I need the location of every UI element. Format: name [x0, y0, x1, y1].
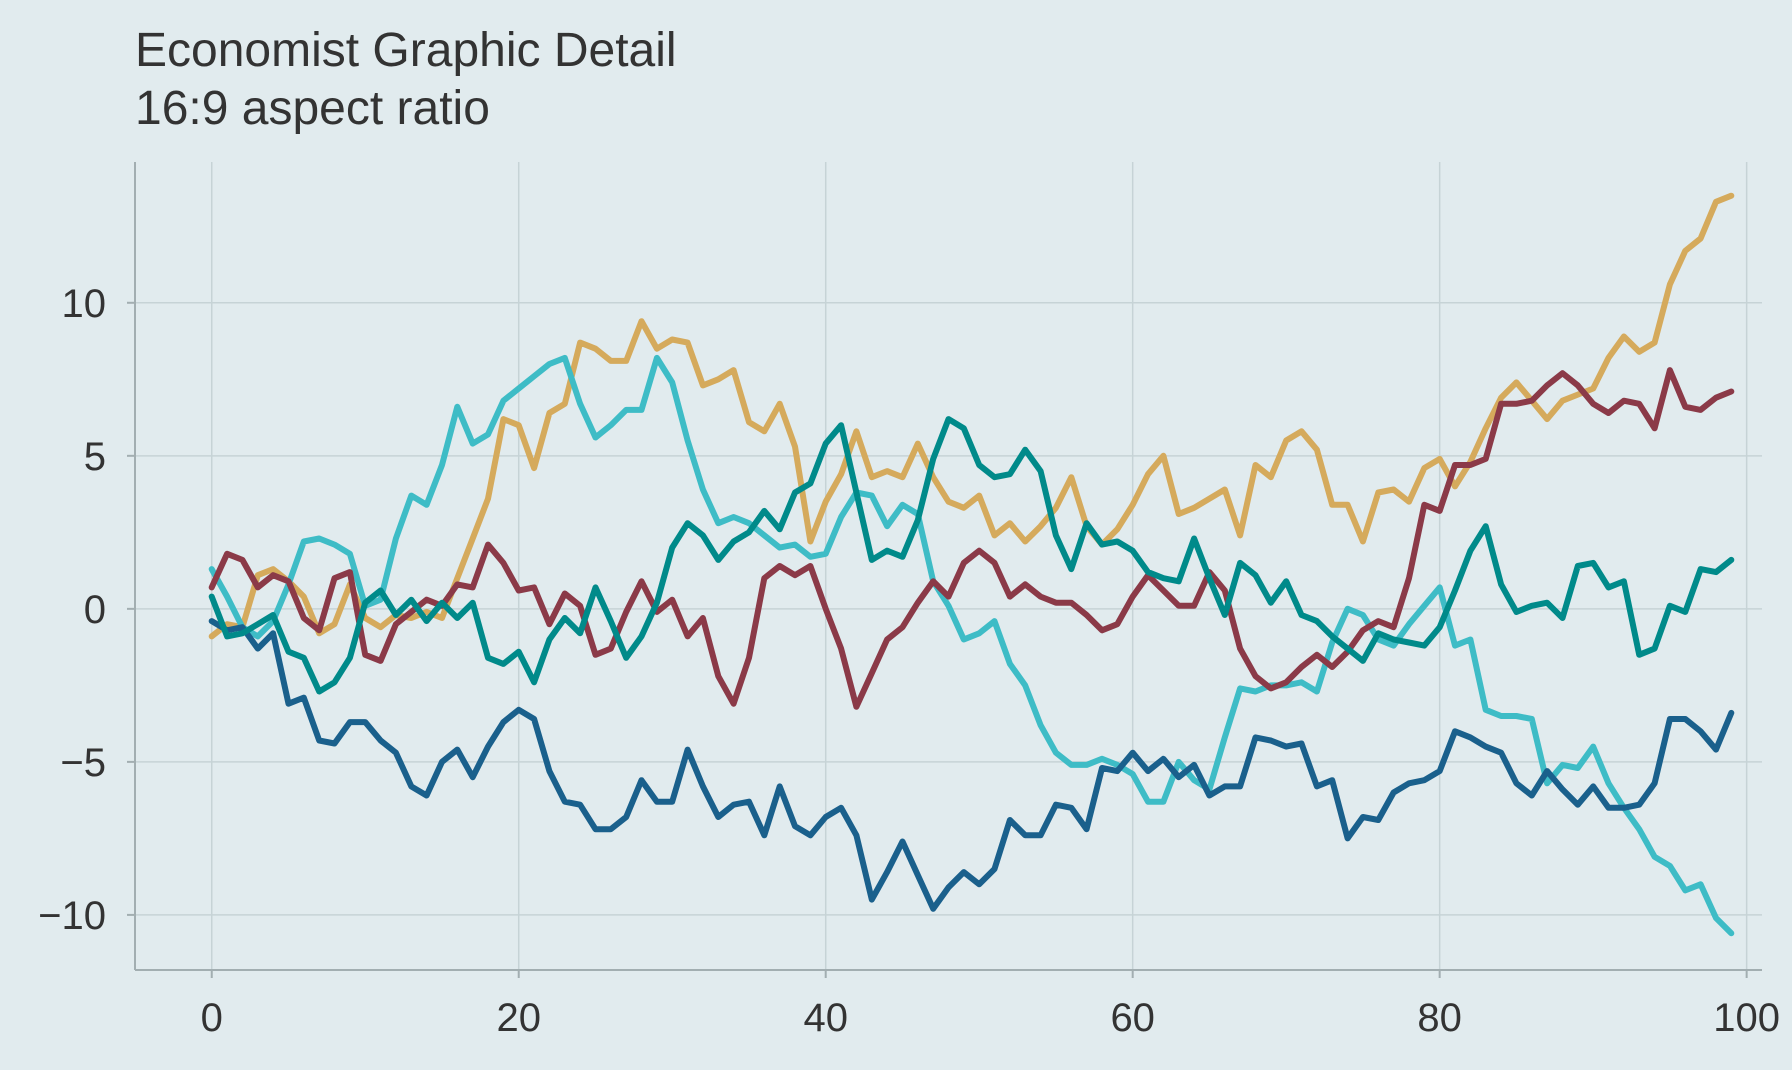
- x-tick-label: 60: [1110, 996, 1155, 1040]
- y-tick-label: 10: [62, 282, 107, 326]
- y-tick-label: 0: [84, 588, 106, 632]
- chart-subtitle: 16:9 aspect ratio: [135, 82, 490, 135]
- series-line-2: [208, 354, 1735, 937]
- x-tick-label: 20: [496, 996, 541, 1040]
- x-tick-label: 100: [1713, 996, 1780, 1040]
- x-tick-label: 40: [803, 996, 848, 1040]
- chart-title-block: Economist Graphic Detail 16:9 aspect rat…: [135, 22, 677, 138]
- series-line-5: [208, 416, 1735, 695]
- y-tick-label: −10: [38, 894, 106, 938]
- series-line-3: [208, 367, 1735, 710]
- series-line-4: [208, 618, 1735, 912]
- y-tick-label: 5: [84, 435, 106, 479]
- series-line-1: [208, 192, 1735, 640]
- y-tick-label: −5: [60, 741, 106, 785]
- chart-title: Economist Graphic Detail: [135, 24, 677, 77]
- x-tick-label: 80: [1417, 996, 1462, 1040]
- x-tick-label: 0: [201, 996, 223, 1040]
